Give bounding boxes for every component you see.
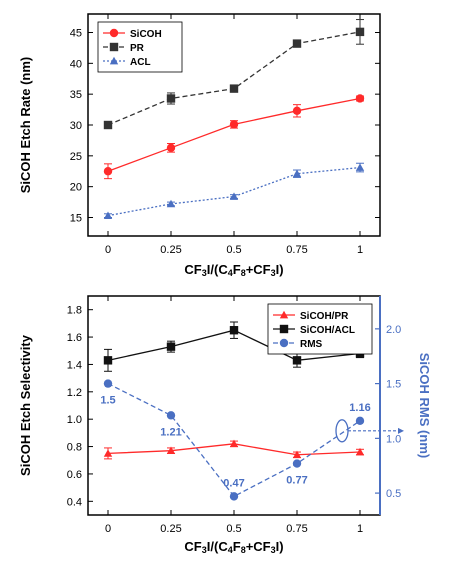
data-point	[103, 211, 113, 220]
data-point	[166, 94, 176, 103]
data-point	[229, 120, 239, 129]
rms-annotation: 1.21	[160, 426, 181, 438]
legend-label: SiCOH	[130, 29, 162, 40]
data-point	[229, 439, 239, 448]
x-tick-label: 0	[105, 244, 111, 256]
y-tick-label: 0.8	[67, 442, 82, 454]
data-point	[166, 446, 176, 455]
legend-label: ACL	[130, 57, 151, 68]
series-sicoh-pr	[103, 439, 365, 460]
chart-panel-2: 0 0.25 0.5 0.75 1 0.4 0.6 0.8 1.0 1.2 1.4 1.6 1.8 0.5…	[18, 295, 432, 555]
rms-annotation: 0.47	[223, 477, 244, 489]
legend: SiCOH/PR SiCOH/ACL RMS	[267, 303, 373, 355]
data-point	[103, 449, 113, 457]
legend: SiCOH PR ACL	[97, 21, 183, 73]
legend-marker	[279, 310, 289, 319]
x-tick-label: 0	[105, 523, 111, 535]
data-point	[166, 411, 176, 420]
data-point	[166, 143, 176, 153]
x-tick-label: 1	[357, 523, 363, 535]
x-axis-title: CF3I/(C4F8+CF3I)	[184, 539, 283, 555]
callout-arrow-head	[398, 427, 404, 434]
legend-marker	[109, 28, 119, 38]
legend-marker	[279, 324, 289, 334]
right-axis-callout	[335, 419, 349, 443]
data-point	[355, 416, 365, 426]
data-point	[355, 27, 365, 37]
data-point	[292, 459, 302, 468]
data-point	[292, 169, 302, 178]
series-acl	[103, 162, 365, 220]
y-tick-label: 40	[70, 58, 82, 70]
y-tick-label: 0.6	[67, 469, 82, 481]
x-tick-label: 0.25	[160, 244, 181, 256]
rms-annotation: 0.77	[286, 475, 307, 487]
y-tick-label: 35	[70, 89, 82, 101]
rms-annotation: 1.16	[349, 402, 370, 414]
y-tick-label: 30	[70, 120, 82, 132]
data-point	[292, 356, 302, 365]
y-axis-title: SiCOH Etch Rate (nm)	[18, 57, 33, 194]
y-tick-label: 20	[70, 182, 82, 194]
legend-marker	[109, 56, 119, 65]
y-axis-title: SiCOH Etch Selectivity	[18, 334, 33, 476]
y-tick-label: 1.4	[67, 359, 82, 371]
data-point	[103, 356, 113, 365]
y2-tick-label: 1.5	[386, 379, 401, 391]
data-point	[355, 94, 365, 103]
y-tick-label: 1.6	[67, 332, 82, 344]
data-point	[355, 163, 365, 171]
y-tick-label: 45	[70, 28, 82, 40]
data-point	[166, 342, 176, 351]
series-rms	[103, 379, 365, 501]
x-tick-label: 0.25	[160, 523, 181, 535]
chart-panel-1: 0 0.25 0.5 0.75 1 15 20 25 30 35 40 45 CF3I/(C4F8+CF…	[18, 13, 381, 278]
data-point	[355, 447, 365, 456]
legend-marker	[109, 42, 119, 52]
data-point	[229, 326, 239, 335]
legend-label: PR	[130, 43, 145, 54]
legend-label: SiCOH/PR	[300, 311, 349, 322]
data-point	[103, 120, 113, 130]
data-point	[229, 192, 239, 200]
y2-axis-title: SiCOH RMS (nm)	[417, 353, 432, 458]
y-tick-label: 25	[70, 151, 82, 163]
data-point	[103, 167, 113, 176]
series-line	[107, 166, 361, 217]
y-tick-label: 15	[70, 213, 82, 225]
data-point	[292, 106, 302, 116]
y2-tick-label: 1.0	[386, 433, 401, 445]
data-point	[292, 450, 302, 459]
x-tick-label: 0.75	[286, 244, 307, 256]
x-axis-title: CF3I/(C4F8+CF3I)	[184, 262, 283, 278]
x-tick-label: 0.5	[226, 523, 241, 535]
data-point	[166, 199, 176, 208]
data-point	[229, 84, 239, 93]
x-tick-label: 0.75	[286, 523, 307, 535]
y-tick-label: 1.2	[67, 387, 82, 399]
y-tick-label: 1.0	[67, 414, 82, 426]
x-tick-label: 0.5	[226, 244, 241, 256]
data-point	[103, 379, 113, 388]
rms-annotation: 1.5	[100, 395, 115, 407]
data-point	[292, 39, 302, 48]
x-tick-label: 1	[357, 244, 363, 256]
legend-label: RMS	[300, 339, 323, 350]
legend-label: SiCOH/ACL	[300, 325, 355, 336]
data-point	[229, 492, 239, 501]
y-tick-label: 0.4	[67, 496, 82, 508]
y-tick-label: 1.8	[67, 305, 82, 317]
y2-tick-label: 2.0	[386, 324, 401, 336]
series-pr	[103, 19, 365, 130]
y2-tick-label: 0.5	[386, 488, 401, 500]
series-sicoh	[103, 94, 365, 180]
legend-marker	[279, 338, 289, 348]
